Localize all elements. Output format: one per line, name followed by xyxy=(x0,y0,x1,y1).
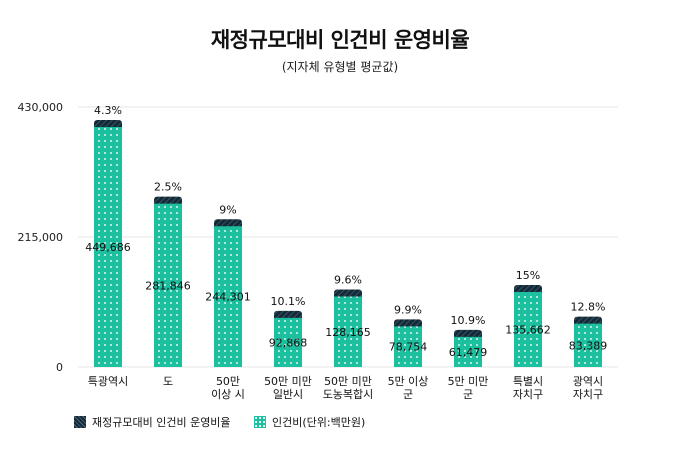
ratio-label: 9% xyxy=(219,203,236,216)
bar-ratio-cap xyxy=(94,120,122,127)
legend-swatch-dots xyxy=(254,416,266,428)
ratio-label: 4.3% xyxy=(94,104,122,117)
bar-ratio-cap xyxy=(394,319,422,327)
y-tick-label: 0 xyxy=(56,361,63,374)
legend-swatch-hatch xyxy=(74,416,86,428)
bar xyxy=(574,322,602,367)
bar-ratio-cap xyxy=(454,329,482,337)
bar-ratio-cap xyxy=(214,219,242,227)
bar xyxy=(454,335,482,367)
x-tick-label: 5만 이상 xyxy=(388,375,429,388)
legend-label-ratio: 재정규모대비 인건비 운영비율 xyxy=(92,416,231,429)
x-tick-label: 일반시 xyxy=(273,387,303,401)
value-label: 135,662 xyxy=(505,323,551,336)
value-label: 78,754 xyxy=(389,341,428,354)
x-tick-label: 50만 xyxy=(216,375,240,388)
legend-label-personnel: 인건비(단위:백만원) xyxy=(272,416,366,429)
x-tick-label: 자치구 xyxy=(513,388,543,401)
bar-ratio-cap xyxy=(154,196,182,204)
ratio-label: 9.9% xyxy=(394,303,422,316)
bar xyxy=(94,126,122,367)
x-tick-label: 광역시 xyxy=(573,375,603,388)
legend-item-ratio: 재정규모대비 인건비 운영비율 xyxy=(74,414,231,430)
y-tick-label: 215,000 xyxy=(18,231,64,244)
value-label: 449,686 xyxy=(85,241,131,254)
ratio-label: 9.6% xyxy=(334,274,362,287)
ratio-label: 12.8% xyxy=(571,301,606,314)
y-tick-label: 430,000 xyxy=(18,101,64,114)
bar xyxy=(274,316,302,367)
x-tick-label: 자치구 xyxy=(573,388,603,401)
x-tick-label: 특광역시 xyxy=(88,375,128,388)
ratio-label: 2.5% xyxy=(154,181,182,194)
bar xyxy=(214,225,242,367)
x-tick-label: 50만 미만 xyxy=(324,375,372,388)
chart-subtitle: (지자체 유형별 평균값) xyxy=(281,60,399,74)
value-label: 281,846 xyxy=(145,279,191,292)
x-tick-label: 50만 미만 xyxy=(264,375,312,388)
value-label: 61,479 xyxy=(449,346,488,359)
bar-ratio-cap xyxy=(274,310,302,318)
value-label: 128,165 xyxy=(325,326,371,339)
ratio-label: 15% xyxy=(516,269,540,282)
x-tick-label: 도 xyxy=(163,375,173,388)
value-label: 92,868 xyxy=(269,336,308,349)
bar-ratio-cap xyxy=(334,289,362,297)
legend-item-personnel: 인건비(단위:백만원) xyxy=(254,414,365,430)
x-tick-label: 군 xyxy=(403,388,413,401)
value-label: 244,301 xyxy=(205,291,251,304)
ratio-label: 10.1% xyxy=(271,295,306,308)
chart-title: 재정규모대비 인건비 운영비율 xyxy=(210,28,470,52)
bar xyxy=(154,202,182,367)
bar xyxy=(334,295,362,367)
x-tick-label: 군 xyxy=(463,388,473,401)
x-tick-label: 도농복합시 xyxy=(323,388,374,401)
bar xyxy=(514,290,542,367)
bar xyxy=(394,325,422,367)
x-tick-label: 특별시 xyxy=(513,375,543,388)
bar-ratio-cap xyxy=(574,316,602,324)
bar-ratio-cap xyxy=(514,284,542,292)
x-tick-label: 5만 미만 xyxy=(448,375,489,388)
x-tick-label: 이상 시 xyxy=(211,388,245,401)
ratio-label: 10.9% xyxy=(451,314,486,327)
value-label: 83,389 xyxy=(569,339,608,352)
